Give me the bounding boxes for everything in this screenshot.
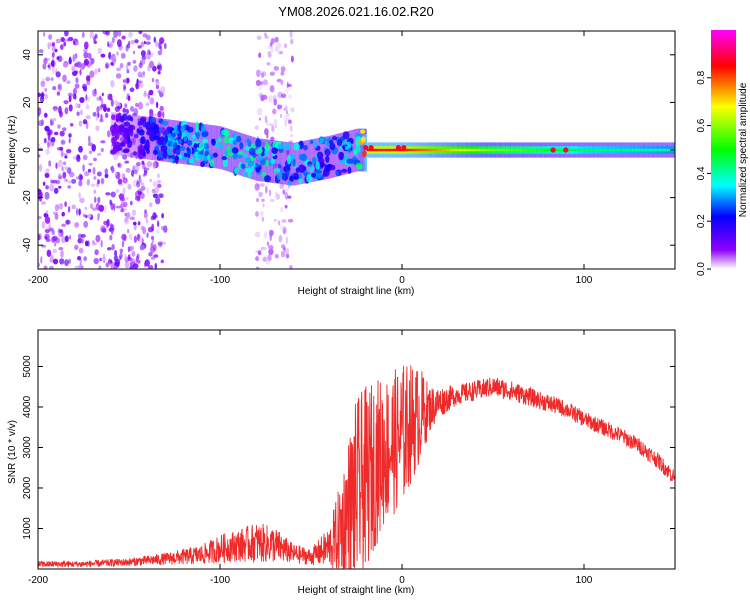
snr-ticks: -200 -100 0 100 1000 2000 3000 4000 5000 (22, 330, 675, 586)
snr-y-axis-label: SNR (10 * v/v) (7, 420, 18, 484)
spectrogram-y-tick-label: -40 (22, 238, 33, 253)
spectrogram-y-tick-label: 0 (22, 147, 33, 153)
spectrogram-y-tick-label: -20 (22, 190, 33, 205)
snr-y-tick-label: 2000 (22, 476, 33, 499)
snr-marks (38, 365, 675, 569)
spectrogram-y-axis-label: Frequency (Hz) (7, 116, 18, 185)
snr-panel: -200 -100 0 100 1000 2000 3000 4000 5000 Height … (7, 329, 676, 596)
colorbar-tick-label: 0.8 (696, 70, 707, 84)
spectrogram-hot-spot (395, 145, 401, 151)
spectrogram-hot-spot (401, 145, 407, 151)
colorbar-tick-label: 0.6 (696, 118, 707, 132)
spectrogram-y-tick-label: 20 (22, 96, 33, 108)
spectrogram-hot-spot (363, 145, 369, 151)
snr-x-tick-label: 100 (576, 575, 593, 586)
spectrogram-hot-spot (550, 147, 556, 153)
spectrogram-x-tick-label: -200 (28, 275, 48, 286)
snr-y-tick-label: 4000 (22, 395, 33, 418)
colorbar-tick-label: 0.0 (696, 262, 707, 276)
colorbar-gradient (711, 30, 736, 269)
colorbar: 0.0 0.2 0.4 0.6 0.8 Normalized spectral ampl… (696, 30, 749, 276)
snr-y-tick-label: 3000 (22, 436, 33, 459)
chart-title: YM08.2026.021.16.02.R20 (278, 4, 433, 19)
snr-frame (37, 329, 676, 570)
snr-y-tick-label: 1000 (22, 517, 33, 540)
spectrogram-x-tick-label: 100 (576, 275, 593, 286)
colorbar-label: Normalized spectral amplitude (738, 82, 749, 217)
spectrogram-x-tick-label: 0 (399, 275, 405, 286)
spectrogram-hot-spot (563, 147, 569, 153)
snr-x-tick-label: -100 (210, 575, 230, 586)
snr-x-tick-label: -200 (28, 575, 48, 586)
snr-x-axis-label: Height of straight line (km) (298, 585, 415, 596)
spectrogram-marks (38, 31, 675, 269)
spectrogram-x-tick-label: -100 (210, 275, 230, 286)
spectrogram-hot-spot (368, 145, 374, 151)
snr-y-tick-label: 5000 (22, 355, 33, 378)
colorbar-tick-label: 0.4 (696, 166, 707, 180)
snr-series-line (38, 365, 675, 569)
spectrogram-signal-blobs (109, 112, 367, 186)
spectrogram-x-axis-label: Height of straight line (km) (298, 286, 415, 297)
colorbar-ticks: 0.0 0.2 0.4 0.6 0.8 (696, 70, 711, 276)
spectrogram-y-tick-label: 40 (22, 49, 33, 61)
colorbar-tick-label: 0.2 (696, 214, 707, 228)
snr-x-tick-label: 0 (399, 575, 405, 586)
